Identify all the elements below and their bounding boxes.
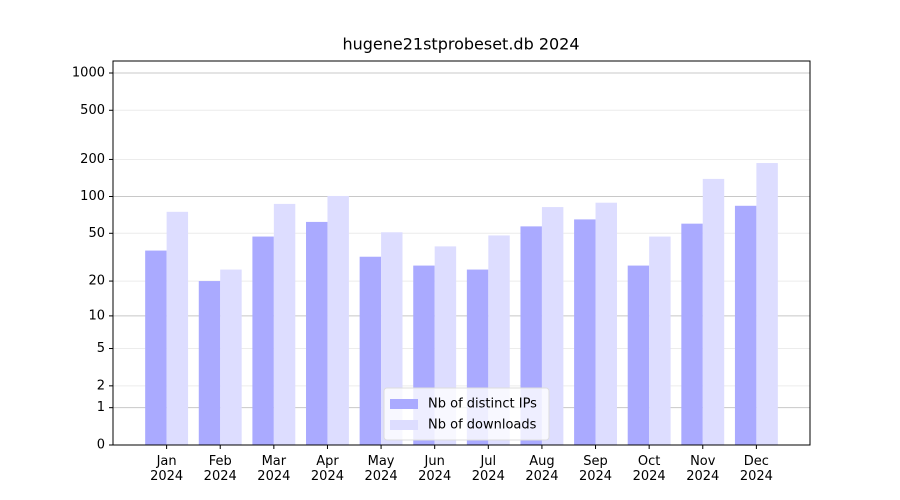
chart-title: hugene21stprobeset.db 2024 — [342, 35, 579, 54]
y-tick-label: 5 — [97, 341, 105, 356]
bar — [627, 265, 650, 445]
x-tick-label: Jul 2024 — [472, 454, 505, 484]
bar — [359, 256, 382, 445]
y-tick-label: 100 — [80, 189, 105, 204]
x-tick-label: May 2024 — [365, 454, 398, 484]
legend-label: Nb of downloads — [428, 418, 537, 433]
y-tick-label: 10 — [88, 308, 105, 323]
bar — [198, 281, 221, 445]
legend-box — [383, 387, 550, 441]
bar — [166, 211, 189, 445]
bar — [327, 195, 349, 445]
legend-label: Nb of distinct IPs — [428, 397, 537, 412]
x-tick-label: Apr 2024 — [311, 454, 344, 484]
bar — [681, 223, 703, 445]
y-tick-label: 50 — [88, 226, 105, 241]
x-tick-label: Nov 2024 — [686, 454, 719, 484]
bar — [306, 221, 328, 445]
y-tick-label: 0 — [97, 438, 105, 453]
x-tick-label: Aug 2024 — [525, 454, 558, 484]
x-tick-label: Jun 2024 — [418, 454, 451, 484]
bar — [145, 250, 167, 445]
y-tick-label: 20 — [88, 274, 105, 289]
y-tick-label: 1000 — [72, 66, 105, 81]
bar — [756, 163, 778, 446]
bar — [541, 207, 564, 445]
bar — [273, 203, 296, 445]
legend-swatch — [390, 399, 418, 409]
bar — [252, 236, 274, 445]
x-tick-label: Dec 2024 — [740, 454, 773, 484]
y-tick-label: 2 — [97, 378, 105, 393]
bar — [702, 178, 725, 445]
y-tick-label: 1 — [97, 400, 105, 415]
x-tick-label: Oct 2024 — [633, 454, 666, 484]
x-tick-label: Sep 2024 — [579, 454, 612, 484]
bar — [574, 219, 596, 445]
legend-swatch — [390, 420, 418, 430]
x-tick-label: Feb 2024 — [204, 454, 237, 484]
y-tick-label: 200 — [80, 152, 105, 167]
x-tick-label: Jan 2024 — [150, 454, 183, 484]
bar — [595, 202, 617, 445]
plot-frame — [112, 60, 811, 446]
x-tick-label: Mar 2024 — [257, 454, 290, 484]
y-tick-label: 500 — [80, 103, 105, 118]
bar — [220, 269, 242, 445]
bar — [649, 236, 671, 445]
bar — [734, 205, 757, 445]
